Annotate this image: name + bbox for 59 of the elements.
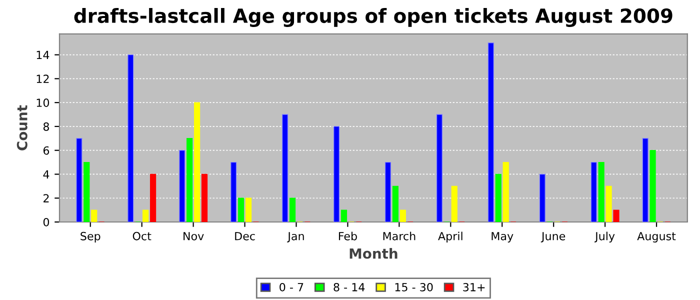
bar <box>642 138 648 222</box>
bar <box>194 102 200 222</box>
bar <box>179 150 186 222</box>
bar <box>451 186 458 222</box>
bar <box>128 54 134 222</box>
bar <box>289 198 296 222</box>
y-tick-label: 10 <box>36 98 50 107</box>
x-tick-label: May <box>492 232 514 242</box>
x-tick-label: August <box>637 232 676 242</box>
bar <box>650 150 656 222</box>
y-tick-label: 2 <box>44 194 49 202</box>
bar <box>340 210 348 222</box>
x-tick-label: Feb <box>338 232 357 240</box>
bar <box>76 138 82 222</box>
bar <box>590 162 597 222</box>
x-tick-label: June <box>540 232 566 242</box>
x-tick-label: Dec <box>235 232 255 240</box>
bar <box>84 162 90 222</box>
x-tick-label: Nov <box>184 232 204 240</box>
x-tick-label: April <box>438 232 462 242</box>
bar <box>333 126 340 222</box>
y-tick-label: 14 <box>36 50 50 60</box>
x-tick-label: March <box>383 232 416 240</box>
bar <box>142 210 149 222</box>
bar <box>613 210 620 222</box>
bar <box>606 186 612 222</box>
bar <box>150 174 156 222</box>
x-axis-title: Month <box>350 248 398 259</box>
bar <box>201 174 208 222</box>
y-tick-label: 8 <box>43 122 50 131</box>
legend-label: 31+ <box>463 282 485 292</box>
y-axis-title: Count <box>16 105 28 150</box>
bar <box>436 114 443 222</box>
y-tick-label: 6 <box>43 146 50 155</box>
bar <box>238 198 244 222</box>
bar <box>488 42 494 222</box>
x-tick-label: Sep <box>80 232 100 242</box>
chart-title: drafts-lastcall Age groups of open tickets August 2009 <box>74 8 672 27</box>
bar <box>282 114 288 222</box>
bar <box>91 210 98 222</box>
y-tick-label: 12 <box>36 74 49 83</box>
y-tick-label: 4 <box>43 170 50 178</box>
bar <box>598 162 604 222</box>
bar <box>230 162 237 222</box>
x-tick-label: Oct <box>132 232 152 240</box>
bar <box>502 162 509 222</box>
y-tick-label: 0 <box>43 218 50 226</box>
legend-label: 15 - 30 <box>395 282 433 292</box>
bar <box>245 198 252 222</box>
legend-label: 0 - 7 <box>280 282 304 292</box>
bar <box>495 174 502 222</box>
bar <box>392 186 399 222</box>
bar <box>384 162 392 222</box>
bar <box>539 174 546 222</box>
bar <box>186 138 193 222</box>
bar <box>400 210 406 222</box>
x-tick-label: Jan <box>287 232 304 242</box>
legend-label: 8 - 14 <box>334 282 365 292</box>
x-tick-label: July <box>594 232 615 242</box>
